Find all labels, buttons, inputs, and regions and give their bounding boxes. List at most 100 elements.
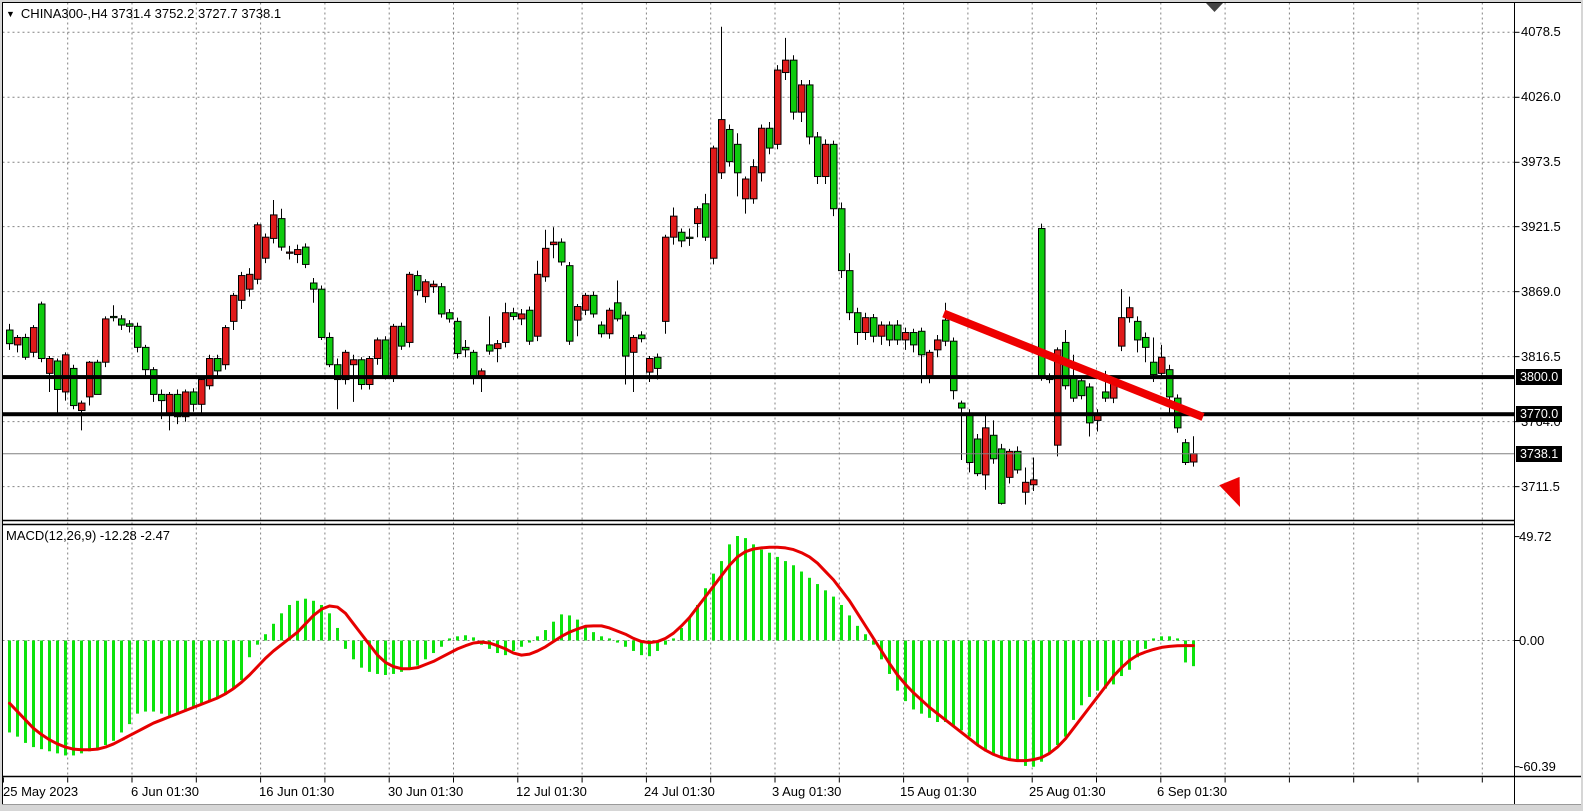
bear-candle [566,265,574,342]
bear-candle [918,330,926,356]
macd-histogram-bar [1096,640,1099,691]
bull-candle [430,283,438,288]
macd-histogram-bar [568,615,571,641]
bull-candle [518,313,526,320]
macd-histogram-bar [1072,640,1075,720]
macd-histogram-bar [832,596,835,641]
macd-histogram-bar [592,632,595,641]
macd-histogram-bar [232,640,235,689]
bear-candle [446,312,454,320]
macd-histogram-bar [800,571,803,641]
bear-candle [526,309,534,342]
macd-histogram-bar [848,615,851,641]
bear-candle [278,218,286,248]
level-price-tag[interactable]: 3770.0 [1516,406,1563,423]
macd-axis-label: -60.39 [1519,758,1556,774]
bear-candle [22,336,30,358]
macd-histogram-bar [1184,640,1187,663]
macd-histogram-bar [1016,640,1019,762]
bull-candle [102,318,110,363]
macd-histogram-bar [952,640,955,727]
macd-histogram-bar [488,640,491,649]
macd-histogram-bar [160,640,163,714]
bear-candle [638,334,646,340]
macd-histogram-bar [384,640,387,675]
macd-histogram-bar [376,640,379,674]
bear-candle [382,339,390,377]
trend-arrow-shaft[interactable] [942,309,1205,421]
bear-candle [1182,442,1190,464]
macd-histogram-bar [768,552,771,641]
macd-histogram-bar [16,640,19,737]
macd-histogram-bar [32,640,35,748]
bull-candle [550,241,558,246]
bear-candle [1134,320,1142,341]
macd-histogram-bar [1088,640,1091,697]
macd-histogram-bar [192,640,195,708]
bull-candle [62,354,70,393]
macd-histogram-bar [96,640,99,750]
macd-histogram-bar [992,640,995,756]
bear-candle [1102,391,1110,399]
bull-candle [502,312,510,343]
bull-candle [206,358,214,387]
bear-candle [998,448,1006,504]
current-price-tag: 3738.1 [1516,445,1563,462]
bear-candle [734,143,742,174]
macd-histogram-bar [984,640,987,752]
time-axis-label: 25 May 2023 [3,784,79,799]
bull-candle [294,249,302,256]
macd-histogram-bar [1056,640,1059,745]
bear-candle [1086,386,1094,424]
bear-candle [990,434,998,460]
time-axis-label: 24 Jul 01:30 [644,784,715,799]
macd-histogram-bar [968,640,971,737]
horizontal-level-line[interactable] [2,375,1515,380]
bull-candle [14,336,22,346]
macd-histogram-bar [360,640,363,668]
macd-histogram-bar [776,556,779,641]
price-axis-label: 3973.5 [1521,154,1561,170]
horizontal-level-line[interactable] [2,412,1515,417]
macd-histogram-bar [856,625,859,641]
macd-histogram-bar [976,640,979,745]
trend-arrow-head[interactable] [1219,476,1240,507]
macd-histogram-bar [224,640,227,695]
bull-candle [494,343,502,350]
bull-candle [166,393,174,415]
macd-histogram-bar [304,598,307,641]
macd-histogram-bar [64,640,67,756]
chart-shift-marker-icon[interactable] [1206,3,1223,12]
bull-candle [1022,481,1030,493]
macd-histogram-bar [944,640,947,723]
macd-histogram-bar [544,630,547,641]
bear-candle [1078,380,1086,397]
bull-candle [670,215,678,238]
bull-candle [350,359,358,366]
bear-candle [950,340,958,392]
macd-histogram-bar [216,640,219,700]
macd-histogram-bar [640,640,643,656]
macd-histogram-bar [1032,640,1035,767]
bear-candle [38,303,46,360]
macd-histogram-bar [136,640,139,714]
bear-candle [966,412,974,464]
bear-candle [830,143,838,210]
macd-histogram-bar [248,640,251,658]
macd-histogram-bar [72,640,75,756]
bull-candle [902,332,910,341]
macd-histogram-bar [752,544,755,641]
level-price-tag[interactable]: 3800.0 [1516,369,1563,386]
bull-candle [1190,453,1198,463]
bear-candle [942,319,950,342]
time-axis-label: 6 Sep 01:30 [1157,784,1228,799]
bear-candle [326,336,334,366]
macd-histogram-bar [448,638,451,641]
macd-histogram-bar [144,640,147,712]
macd-histogram-bar [1192,640,1195,667]
bull-candle [286,251,294,254]
symbol-dropdown-icon[interactable]: ▼ [6,8,15,19]
macd-histogram-bar [456,636,459,641]
bull-candle [1158,356,1166,374]
